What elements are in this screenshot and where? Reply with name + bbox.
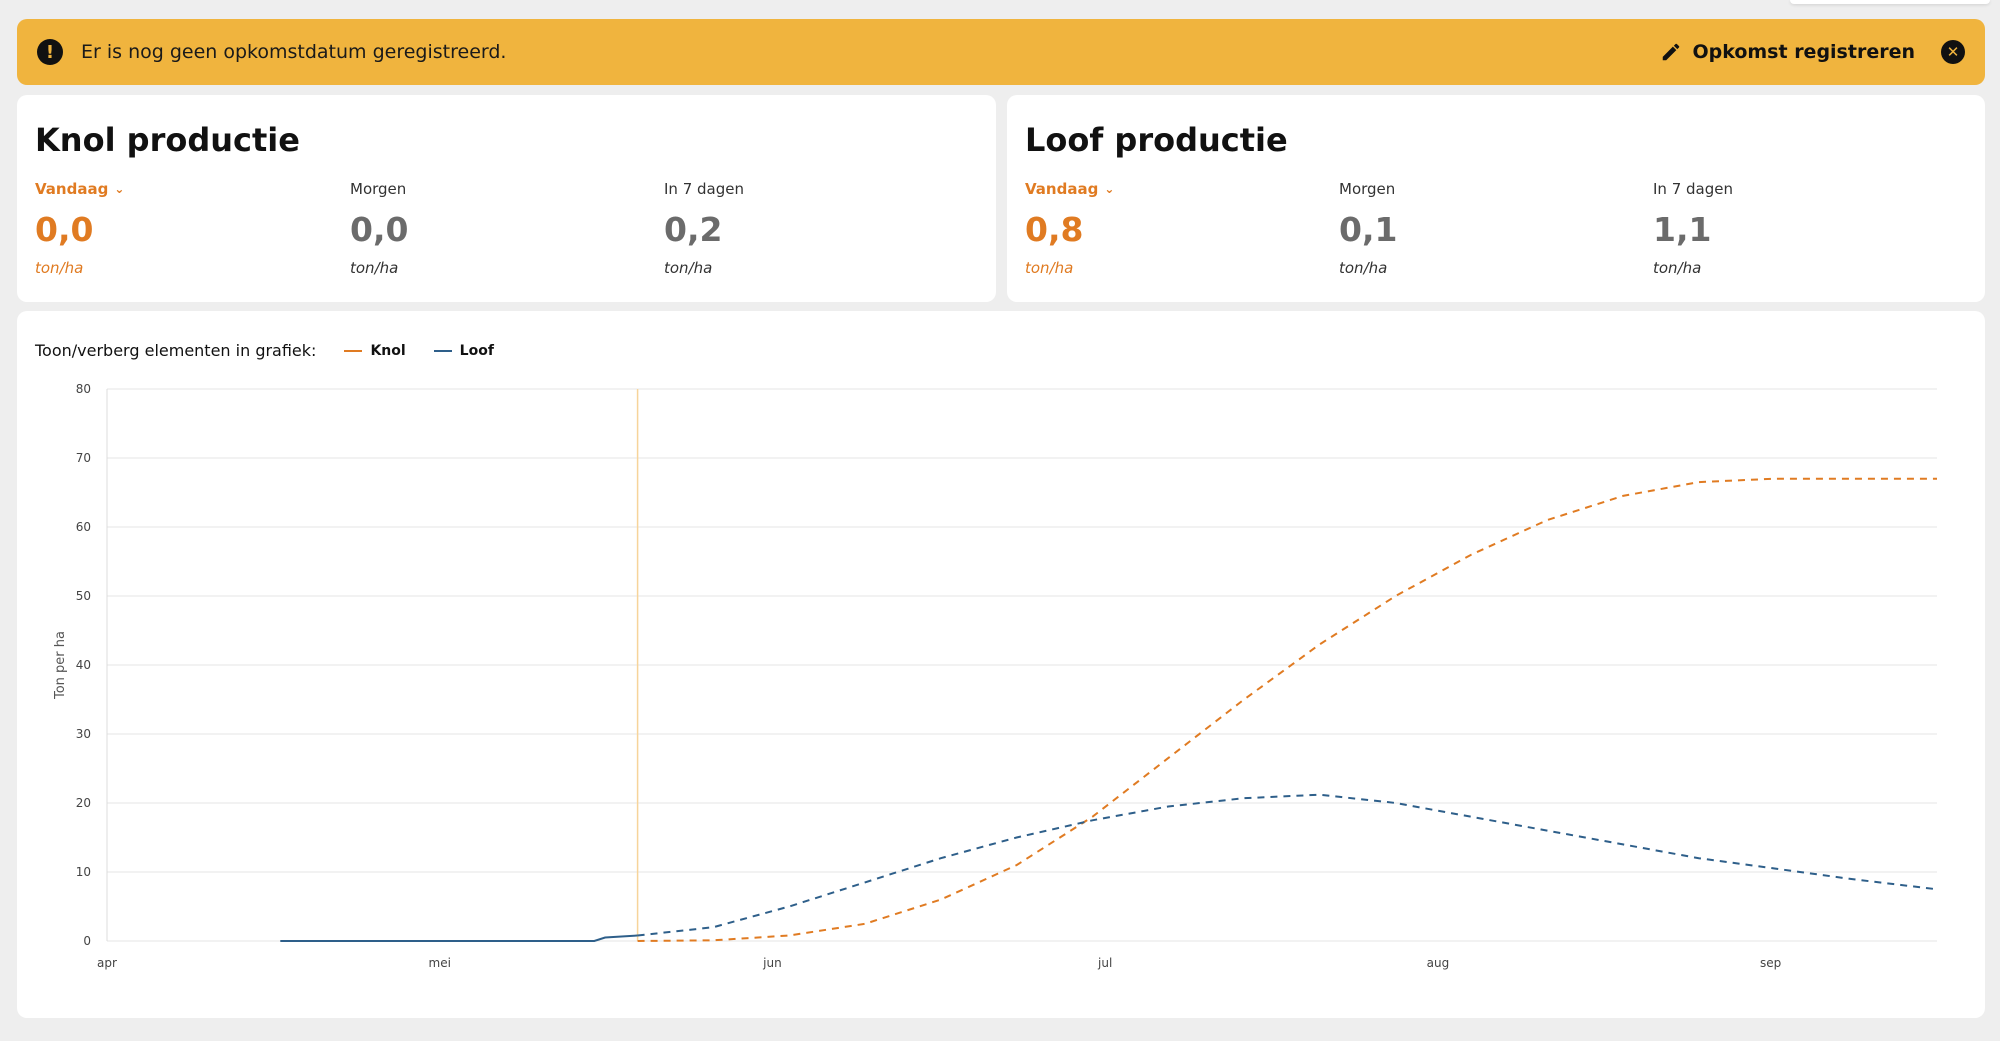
knol-metric-tomorrow: Morgen 0,0 ton/ha <box>350 180 408 277</box>
loof-7days-unit: ton/ha <box>1653 259 1702 277</box>
loof-tomorrow-value: 0,1 <box>1339 210 1398 249</box>
knol-today-unit: ton/ha <box>35 259 84 277</box>
loof-7days-value: 1,1 <box>1653 210 1712 249</box>
loof-metric-tomorrow: Morgen 0,1 ton/ha <box>1339 180 1397 277</box>
y-tick-label: 30 <box>76 727 91 741</box>
chevron-down-icon: ⌄ <box>114 182 125 196</box>
knol-title: Knol productie <box>35 121 300 159</box>
series-loof-forecast-line <box>637 793 1938 937</box>
loof-metric-7days: In 7 dagen 1,1 ton/ha <box>1653 180 1733 277</box>
x-tick-label: jul <box>1097 956 1112 970</box>
production-chart-card: Toon/verberg elementen in grafiek: Knol … <box>17 311 1985 1018</box>
y-tick-label: 60 <box>76 520 91 534</box>
knol-period-dropdown[interactable]: Vandaag ⌄ <box>35 180 124 198</box>
x-tick-label: apr <box>97 956 117 970</box>
loof-today-unit: ton/ha <box>1025 259 1074 277</box>
y-tick-label: 10 <box>76 865 91 879</box>
loof-today-value: 0,8 <box>1025 210 1084 249</box>
knol-tomorrow-value: 0,0 <box>350 210 409 249</box>
x-tick-label: aug <box>1427 956 1450 970</box>
loof-today-label: Vandaag <box>1025 180 1099 198</box>
register-emergence-button[interactable]: Opkomst registreren <box>1660 41 1915 63</box>
knol-today-value: 0,0 <box>35 210 94 249</box>
x-tick-label: jun <box>762 956 782 970</box>
legend-label-knol: Knol <box>370 342 406 359</box>
loof-period-dropdown[interactable]: Vandaag ⌄ <box>1025 180 1114 198</box>
loof-tomorrow-label: Morgen <box>1339 180 1396 198</box>
legend-title: Toon/verberg elementen in grafiek: <box>35 341 317 360</box>
series-knol-forecast-line <box>637 477 1937 942</box>
close-circle-icon[interactable]: ✕ <box>1941 40 1965 64</box>
legend-swatch-loof <box>433 349 452 352</box>
loof-7days-label: In 7 dagen <box>1653 180 1733 198</box>
register-emergence-label: Opkomst registreren <box>1692 41 1915 63</box>
knol-metric-7days: In 7 dagen 0,2 ton/ha <box>664 180 744 277</box>
knol-metric-today: Vandaag ⌄ 0,0 ton/ha <box>35 180 124 277</box>
x-tick-label: sep <box>1760 956 1781 970</box>
exclamation-circle-icon: ! <box>37 39 63 65</box>
x-tick-label: mei <box>429 956 451 970</box>
chart-legend: Toon/verberg elementen in grafiek: Knol … <box>35 341 494 360</box>
legend-toggle-knol[interactable]: Knol <box>344 342 406 359</box>
loof-tomorrow-unit: ton/ha <box>1339 259 1388 277</box>
y-tick-label: 70 <box>76 451 91 465</box>
loof-production-card: Loof productie Vandaag ⌄ 0,8 ton/ha Morg… <box>1007 95 1985 302</box>
legend-label-loof: Loof <box>459 342 494 359</box>
pencil-icon <box>1663 43 1680 61</box>
y-tick-label: 0 <box>83 934 91 948</box>
knol-production-card: Knol productie Vandaag ⌄ 0,0 ton/ha Morg… <box>17 95 996 302</box>
alert-banner: ! Er is nog geen opkomstdatum geregistre… <box>17 19 1985 85</box>
knol-tomorrow-unit: ton/ha <box>350 259 399 277</box>
knol-tomorrow-label: Morgen <box>350 180 407 198</box>
y-tick-label: 50 <box>76 589 91 603</box>
production-line-chart: 0 10 20 30 40 50 60 70 80 apr mei jun jul aug sep Ton p… <box>53 382 1938 970</box>
loof-title: Loof productie <box>1025 121 1288 159</box>
knol-today-label: Vandaag <box>35 180 109 198</box>
y-axis-title: Ton per ha <box>53 631 68 700</box>
loof-metric-today: Vandaag ⌄ 0,8 ton/ha <box>1025 180 1114 277</box>
legend-toggle-loof[interactable]: Loof <box>433 342 494 359</box>
y-tick-label: 80 <box>76 382 91 396</box>
knol-7days-value: 0,2 <box>664 210 723 249</box>
alert-message: Er is nog geen opkomstdatum geregistreer… <box>81 41 507 63</box>
top-panel-edge <box>1790 0 1990 4</box>
knol-7days-unit: ton/ha <box>664 259 713 277</box>
series-loof-observed-line <box>280 934 638 942</box>
y-tick-label: 20 <box>76 796 91 810</box>
y-tick-label: 40 <box>76 658 91 672</box>
chevron-down-icon: ⌄ <box>1104 182 1115 196</box>
knol-7days-label: In 7 dagen <box>664 180 744 198</box>
legend-swatch-knol <box>344 349 363 352</box>
